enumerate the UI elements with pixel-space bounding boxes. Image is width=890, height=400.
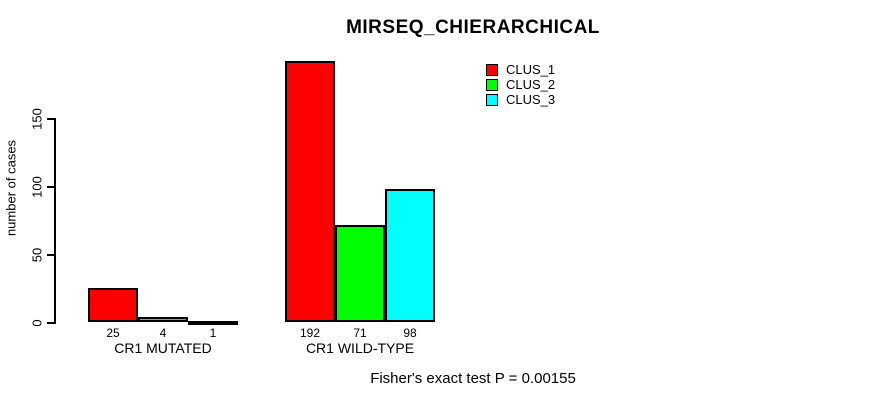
bar-value-label: 1 <box>209 326 217 340</box>
bar-clus_3-1 <box>188 321 238 325</box>
y-axis-tick <box>47 254 54 256</box>
legend-item-clus_2: CLUS_2 <box>486 77 555 92</box>
chart-title: MIRSEQ_CHIERARCHICAL <box>346 17 600 38</box>
bar-value-label: 4 <box>159 326 167 340</box>
y-axis-tick <box>47 322 54 324</box>
legend-item-clus_3: CLUS_3 <box>486 92 555 107</box>
legend-label: CLUS_3 <box>506 92 556 107</box>
y-axis-tick-label: 150 <box>29 108 45 130</box>
legend-swatch-icon <box>486 78 498 91</box>
legend-item-clus_1: CLUS_1 <box>486 62 555 77</box>
annotation-text: Fisher's exact test P = 0.00155 <box>370 370 576 387</box>
y-axis-tick <box>47 186 54 188</box>
y-axis-tick-label: 0 <box>29 319 45 327</box>
legend-label: CLUS_1 <box>506 62 556 77</box>
bar-value-label: 25 <box>106 326 120 340</box>
bar-clus_1-2 <box>285 61 335 322</box>
bar-value-label: 192 <box>299 326 321 340</box>
legend: CLUS_1 CLUS_2 CLUS_3 <box>486 62 555 107</box>
y-axis-tick-label: 50 <box>29 247 45 263</box>
bar-value-label: 71 <box>353 326 367 340</box>
bar-clus_2-1 <box>138 317 188 322</box>
y-axis-tick <box>47 118 54 120</box>
bar-clus_1-1 <box>88 288 138 322</box>
legend-swatch-icon <box>486 63 498 76</box>
y-axis-tick-label: 100 <box>29 176 45 198</box>
x-category-label: CR1 MUTATED <box>114 340 212 356</box>
x-category-label: CR1 WILD-TYPE <box>305 340 415 356</box>
legend-label: CLUS_2 <box>506 77 556 92</box>
y-axis-line <box>54 118 56 324</box>
bar-clus_3-2 <box>385 189 435 322</box>
bar-clus_2-2 <box>335 225 385 322</box>
y-axis-label: number of cases <box>3 139 19 237</box>
legend-swatch-icon <box>486 93 498 106</box>
bar-value-label: 98 <box>403 326 417 340</box>
